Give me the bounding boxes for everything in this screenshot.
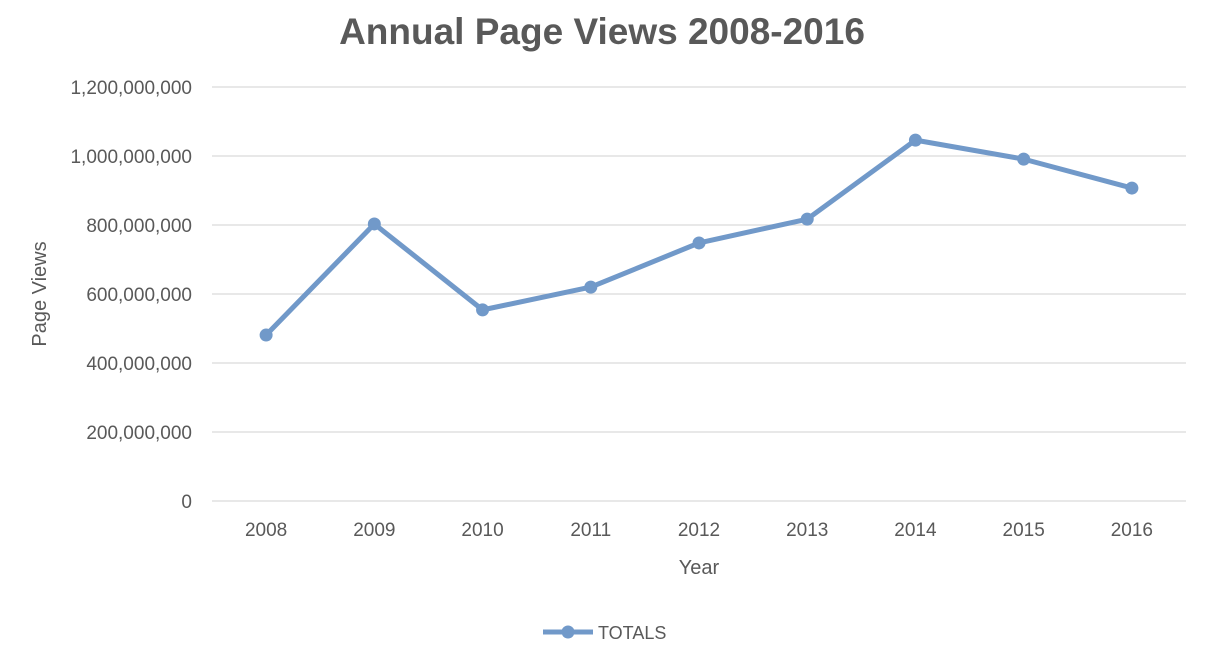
x-tick-label: 2008 — [245, 520, 287, 541]
data-point — [476, 303, 490, 317]
x-tick-label: 2016 — [1111, 520, 1153, 541]
legend-label: TOTALS — [598, 623, 666, 643]
y-tick-label: 1,200,000,000 — [70, 78, 192, 99]
x-axis-label: Year — [679, 557, 720, 579]
x-tick-label: 2012 — [678, 520, 720, 541]
data-point — [800, 212, 814, 226]
data-point — [367, 217, 381, 231]
data-point — [1125, 181, 1139, 195]
data-point — [908, 133, 922, 147]
x-tick-label: 2010 — [461, 520, 503, 541]
x-tick-label: 2014 — [894, 520, 937, 541]
y-tick-label: 400,000,000 — [86, 354, 192, 375]
data-point — [584, 280, 598, 294]
data-point — [692, 236, 706, 250]
legend-marker — [561, 625, 575, 639]
y-tick-label: 0 — [181, 492, 192, 513]
y-tick-label: 1,000,000,000 — [70, 147, 192, 168]
x-tick-label: 2013 — [786, 520, 828, 541]
y-axis-label: Page Views — [29, 241, 51, 346]
data-point — [1017, 152, 1031, 166]
y-tick-label: 200,000,000 — [86, 423, 192, 444]
y-tick-label: 600,000,000 — [86, 285, 192, 306]
x-tick-label: 2011 — [570, 520, 611, 541]
legend: TOTALS — [543, 623, 666, 643]
x-tick-label: 2009 — [353, 520, 395, 541]
x-tick-label: 2015 — [1003, 520, 1045, 541]
chart-title: Annual Page Views 2008-2016 — [339, 11, 865, 52]
y-tick-label: 800,000,000 — [86, 216, 192, 237]
data-point — [259, 328, 273, 342]
